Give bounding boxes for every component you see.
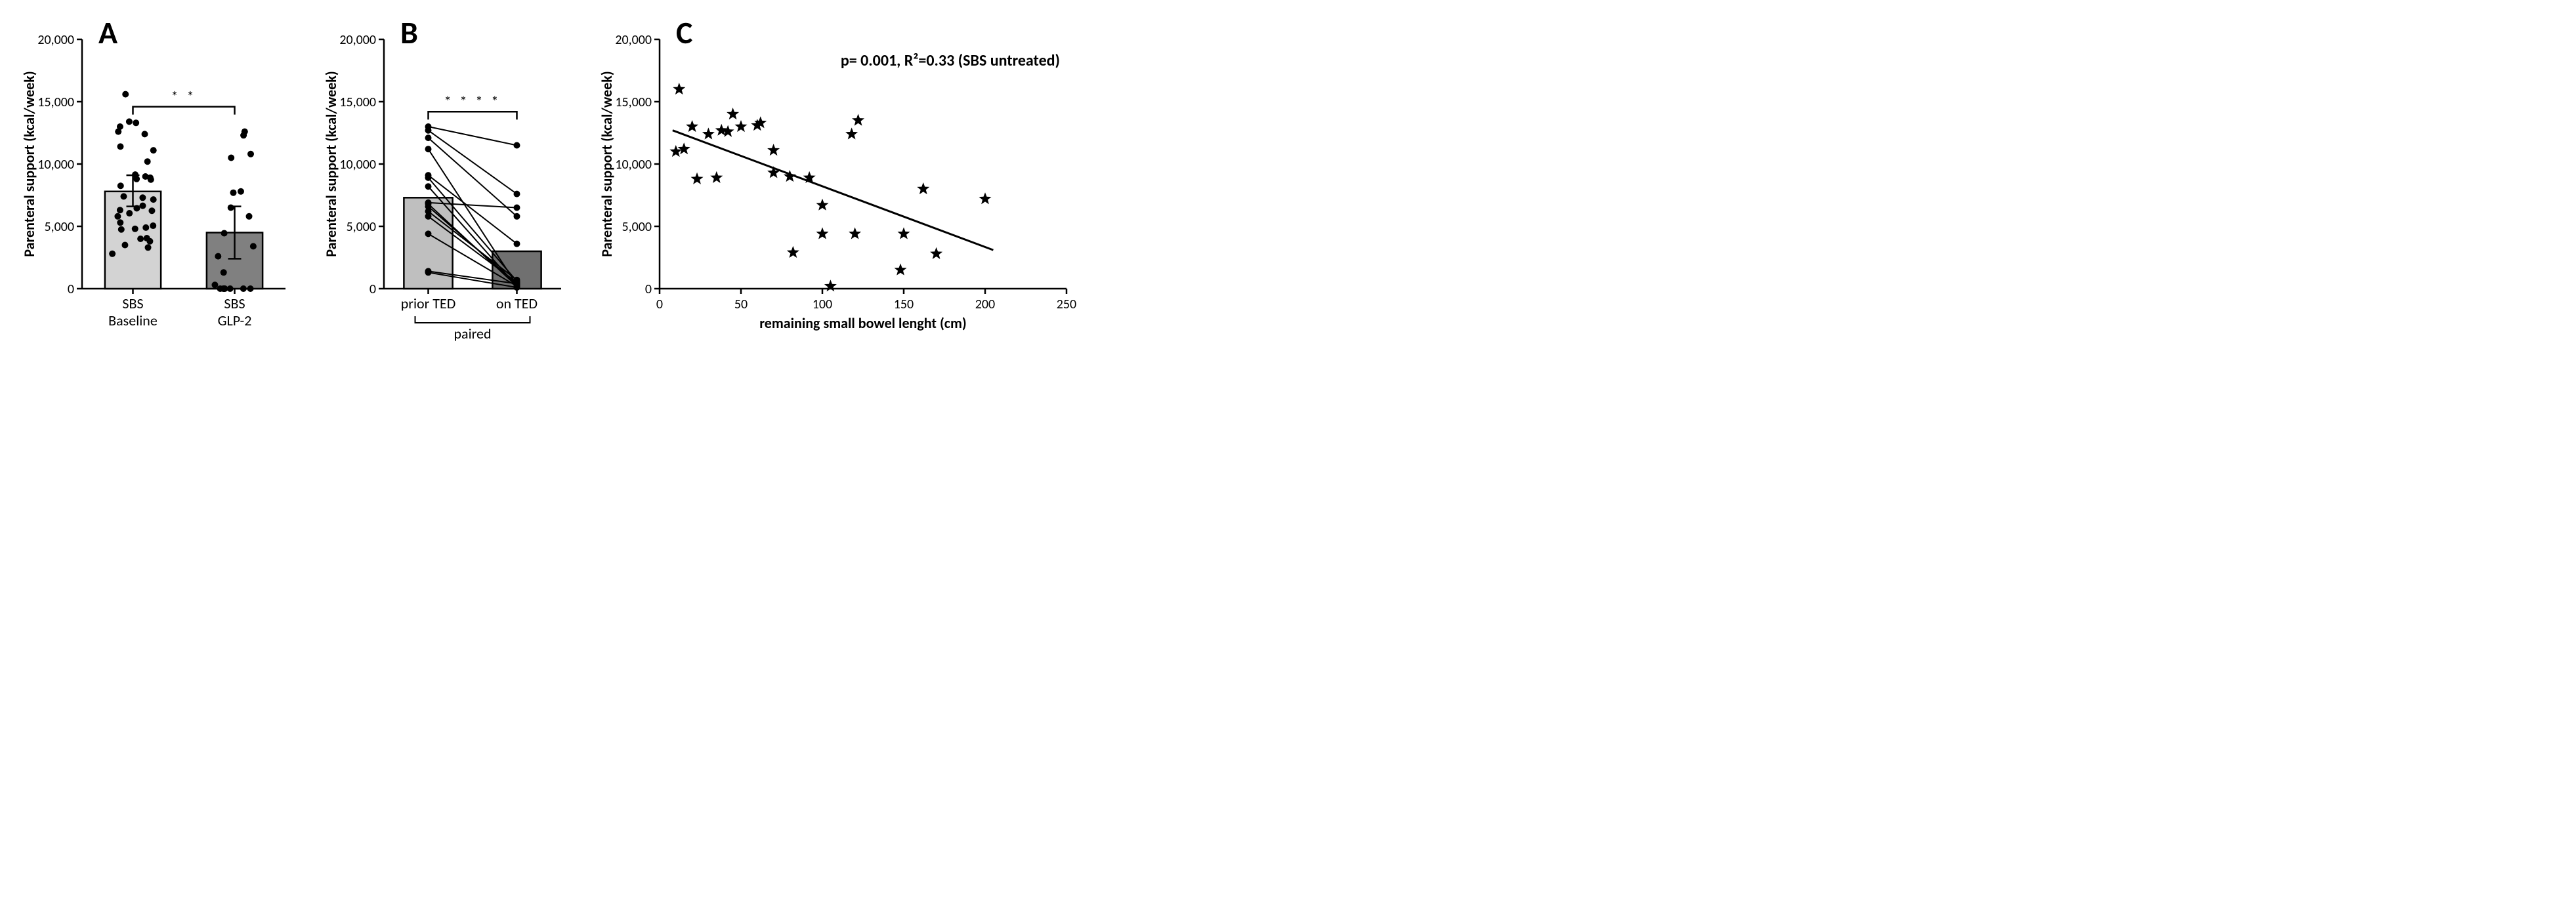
svg-text:100: 100	[813, 297, 832, 312]
svg-text:A: A	[98, 13, 118, 52]
svg-text:on TED: on TED	[496, 295, 538, 312]
svg-text:Parenteral support (kcal/week): Parenteral support (kcal/week)	[322, 71, 340, 257]
svg-text:0: 0	[645, 281, 652, 297]
svg-text:SBS: SBS	[122, 295, 143, 312]
svg-text:B: B	[400, 13, 418, 52]
svg-text:20,000: 20,000	[339, 32, 376, 48]
svg-text:10,000: 10,000	[615, 157, 652, 173]
svg-text:prior TED: prior TED	[401, 295, 456, 312]
svg-text:150: 150	[894, 297, 914, 312]
svg-text:5,000: 5,000	[346, 219, 376, 235]
panel-c-chart: C 0 5,000 10,000 15,000 20,000 0 50 100 150 200 250…	[597, 13, 1083, 354]
panel-b: B 0 5,000 10,000 15,000 20,000 Parenteral supp…	[322, 13, 571, 354]
svg-text:0: 0	[370, 281, 376, 297]
svg-text:10,000: 10,000	[37, 157, 74, 173]
svg-text:200: 200	[975, 297, 995, 312]
svg-text:SBS: SBS	[224, 295, 245, 312]
svg-text:50: 50	[734, 297, 748, 312]
svg-text:10,000: 10,000	[339, 157, 376, 173]
panel-a-chart: A 0 5,000 10,000 15,000 20,000 Parenteral supp…	[20, 13, 295, 354]
svg-text:Baseline: Baseline	[108, 312, 158, 329]
svg-text:* * * *: * * * *	[444, 93, 501, 110]
svg-text:15,000: 15,000	[615, 94, 652, 110]
svg-text:15,000: 15,000	[37, 94, 74, 110]
svg-text:5,000: 5,000	[44, 219, 74, 235]
panel-b-chart: B 0 5,000 10,000 15,000 20,000 Parenteral supp…	[322, 13, 571, 354]
svg-text:remaining small bowel lenght (: remaining small bowel lenght (cm)	[759, 314, 967, 332]
svg-text:Parenteral support (kcal/week): Parenteral support (kcal/week)	[20, 71, 38, 257]
panel-a: A 0 5,000 10,000 15,000 20,000 Parenteral supp…	[20, 13, 295, 354]
svg-text:paired: paired	[454, 325, 491, 342]
svg-text:5,000: 5,000	[622, 219, 652, 235]
svg-text:0: 0	[656, 297, 663, 312]
svg-text:p= 0.001, R²=0.33 (SBS untreat: p= 0.001, R²=0.33 (SBS untreated)	[841, 51, 1060, 70]
svg-text:GLP-2: GLP-2	[218, 312, 252, 329]
panel-c: C 0 5,000 10,000 15,000 20,000 0 50 100 150 200 250…	[597, 13, 1083, 354]
svg-text:20,000: 20,000	[615, 32, 652, 48]
svg-text:0: 0	[68, 281, 74, 297]
svg-text:C: C	[676, 13, 692, 52]
svg-text:* *: * *	[171, 88, 197, 106]
svg-text:15,000: 15,000	[339, 94, 376, 110]
svg-text:20,000: 20,000	[37, 32, 74, 48]
svg-text:250: 250	[1057, 297, 1076, 312]
figure-row: A 0 5,000 10,000 15,000 20,000 Parenteral supp…	[0, 0, 2576, 367]
svg-text:Parenteral support (kcal/week): Parenteral support (kcal/week)	[598, 71, 616, 257]
